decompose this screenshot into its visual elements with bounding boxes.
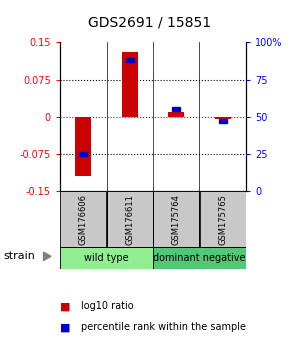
Text: ■: ■	[60, 322, 70, 332]
Text: dominant negative: dominant negative	[153, 253, 246, 263]
Text: GSM176611: GSM176611	[125, 194, 134, 245]
Text: strain: strain	[3, 251, 35, 261]
Bar	[107, 191, 152, 247]
Text: ■: ■	[60, 301, 70, 311]
Bar	[214, 117, 231, 119]
Bar	[79, 152, 87, 156]
Text: percentile rank within the sample: percentile rank within the sample	[81, 322, 246, 332]
Text: GSM176606: GSM176606	[79, 194, 88, 245]
Bar	[126, 58, 134, 62]
Bar	[172, 107, 180, 112]
Text: log10 ratio: log10 ratio	[81, 301, 134, 311]
Text: GSM175764: GSM175764	[172, 194, 181, 245]
Bar	[61, 247, 152, 269]
Bar	[61, 191, 106, 247]
Bar	[219, 119, 227, 123]
Bar	[154, 191, 199, 247]
Bar	[75, 117, 92, 176]
Text: GSM175765: GSM175765	[218, 194, 227, 245]
Bar	[200, 191, 245, 247]
Text: wild type: wild type	[84, 253, 129, 263]
Bar	[154, 247, 245, 269]
Bar	[168, 112, 184, 117]
Text: GDS2691 / 15851: GDS2691 / 15851	[88, 16, 212, 30]
Bar	[122, 52, 138, 117]
